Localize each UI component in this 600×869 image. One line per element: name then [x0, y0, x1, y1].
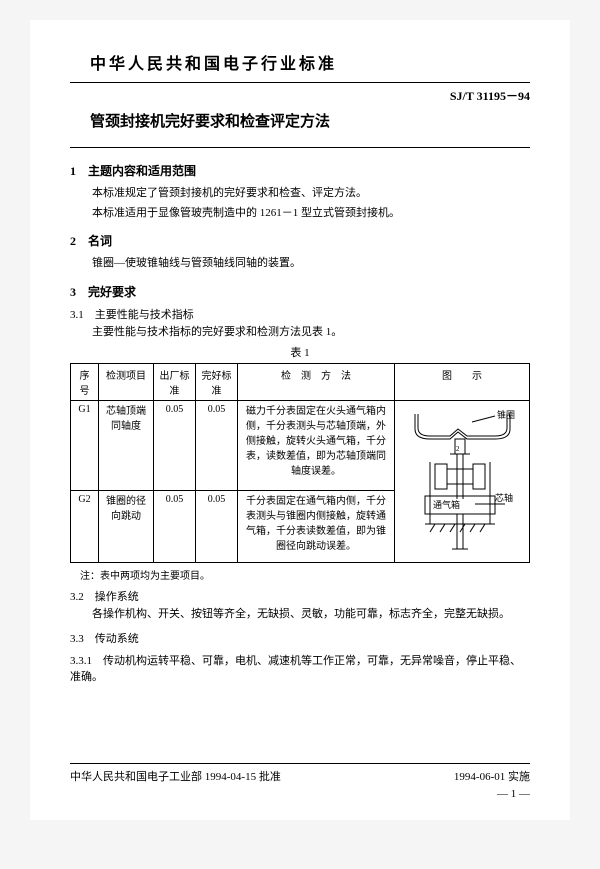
section-3-3-1: 3.3.1 传动机构运转平稳、可靠，电机、减速机等工作正常，可靠，无异常噪音，停…	[70, 652, 530, 684]
footer-implementation: 1994-06-01 实施	[454, 768, 530, 784]
document-title: 管颈封接机完好要求和检查评定方法	[90, 110, 530, 131]
section-1-p1: 本标准规定了管颈封接机的完好要求和检查、评定方法。	[70, 185, 530, 203]
page-footer: 中华人民共和国电子工业部 1994-04-15 批准 1994-06-01 实施…	[70, 763, 530, 800]
section-1-p2: 本标准适用于显像管玻壳制造中的 1261－1 型立式管颈封接机。	[70, 205, 530, 223]
th-diagram: 图 示	[395, 364, 530, 401]
cell-good: 0.05	[196, 401, 238, 490]
org-title: 中华人民共和国电子行业标准	[90, 50, 530, 74]
cell-factory: 0.05	[154, 490, 196, 563]
section-3-1-p1: 主要性能与技术指标的完好要求和检测方法见表 1。	[70, 324, 530, 342]
section-2-heading: 2 名词	[70, 232, 530, 249]
footer-rule	[70, 763, 530, 764]
table-header-row: 序号 检测项目 出厂标准 完好标准 检 测 方 法 图 示	[71, 364, 530, 401]
cell-diagram: 锥圈 2 通气	[395, 401, 530, 563]
section-3-1-heading: 3.1 主要性能与技术指标	[70, 306, 530, 322]
mechanism-diagram-icon: 锥圈 2 通气	[400, 404, 525, 559]
svg-text:2: 2	[456, 445, 460, 453]
table-caption: 表 1	[70, 344, 530, 360]
title-rule	[70, 147, 530, 148]
section-3-2-p1: 各操作机构、开关、按钮等齐全，无缺损、灵敏，功能可靠，标志齐全，完整无缺损。	[70, 606, 530, 624]
section-3-3-heading: 3.3 传动系统	[70, 630, 530, 646]
page-number: — 1 —	[70, 788, 530, 800]
th-good: 完好标准	[196, 364, 238, 401]
section-2-p1: 锥圈—使玻锥轴线与管颈轴线同轴的装置。	[70, 255, 530, 273]
cell-item: 锥圈的径向跳动	[99, 490, 154, 563]
cell-item: 芯轴顶端同轴度	[99, 401, 154, 490]
th-item: 检测项目	[99, 364, 154, 401]
table-row: G1 芯轴顶端同轴度 0.05 0.05 磁力千分表固定在火头通气箱内侧，千分表…	[71, 401, 530, 490]
cell-factory: 0.05	[154, 401, 196, 490]
cell-method: 磁力千分表固定在火头通气箱内侧，千分表测头与芯轴顶端，外侧接触，旋转火头通气箱，…	[238, 401, 395, 490]
section-3-heading: 3 完好要求	[70, 283, 530, 300]
document-page: 中华人民共和国电子行业标准 SJ/T 31195－94 管颈封接机完好要求和检查…	[30, 20, 570, 820]
cell-seq: G1	[71, 401, 99, 490]
th-method: 检 测 方 法	[238, 364, 395, 401]
diagram-label-spindle: 芯轴	[495, 492, 513, 503]
cell-method: 千分表固定在通气箱内侧，千分表测头与锥圈内侧接触，旋转通气箱，千分表读数差值，即…	[238, 490, 395, 563]
diagram-label-cone: 锥圈	[497, 409, 515, 420]
cell-seq: G2	[71, 490, 99, 563]
header-rule	[70, 82, 530, 83]
diagram-label-airbox: 通气箱	[433, 499, 460, 510]
table-note: 注：表中两项均为主要项目。	[80, 567, 530, 582]
section-1-heading: 1 主题内容和适用范围	[70, 162, 530, 179]
footer-approval: 中华人民共和国电子工业部 1994-04-15 批准	[70, 768, 281, 784]
section-3-2-heading: 3.2 操作系统	[70, 588, 530, 604]
th-factory: 出厂标准	[154, 364, 196, 401]
cell-good: 0.05	[196, 490, 238, 563]
spec-table: 序号 检测项目 出厂标准 完好标准 检 测 方 法 图 示 G1 芯轴顶端同轴度…	[70, 363, 530, 563]
standard-code: SJ/T 31195－94	[70, 87, 530, 104]
th-seq: 序号	[71, 364, 99, 401]
